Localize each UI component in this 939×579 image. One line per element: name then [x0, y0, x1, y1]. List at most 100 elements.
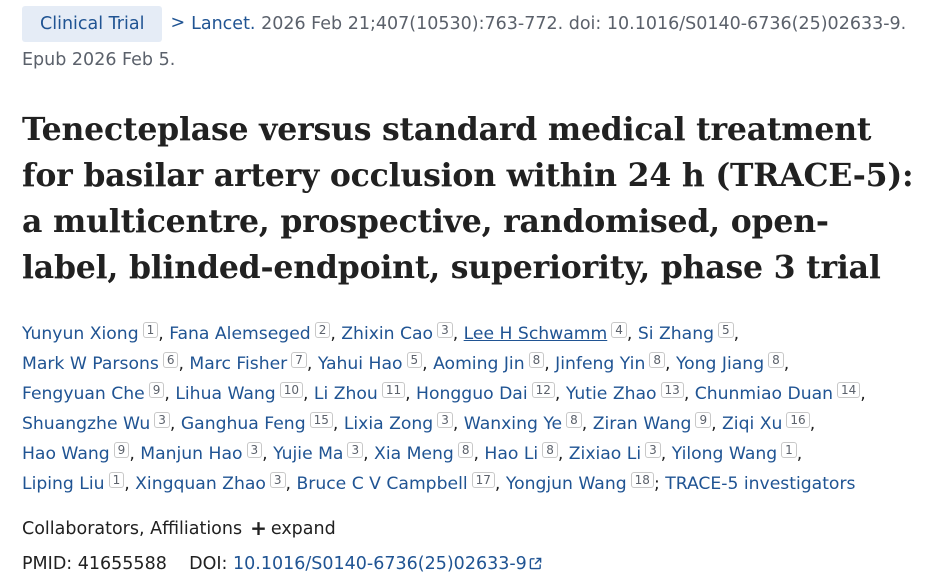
affiliation-number[interactable]: 9: [148, 382, 165, 398]
separator: ,: [330, 324, 342, 344]
affiliation-number[interactable]: 3: [437, 412, 453, 428]
separator: ,: [332, 414, 344, 434]
affiliation-number[interactable]: 1: [142, 322, 159, 338]
separator: ;: [653, 474, 666, 494]
author-link[interactable]: Wanxing Ye: [463, 414, 563, 434]
citation: Clinical Trial > Lancet. 2026 Feb 21;407(1…: [22, 6, 917, 78]
affiliation-number[interactable]: 8: [542, 442, 558, 458]
author-link[interactable]: Aoming Jin: [433, 354, 525, 374]
affiliation-number[interactable]: 1: [781, 442, 797, 458]
separator: ,: [452, 414, 464, 434]
author-link[interactable]: Ziqi Xu: [722, 414, 783, 434]
author-link[interactable]: Mark W Parsons: [22, 354, 159, 374]
affiliation-number[interactable]: 12: [531, 382, 555, 398]
affiliation-number[interactable]: 3: [269, 472, 286, 488]
affiliation-number[interactable]: 3: [347, 442, 364, 458]
separator: ,: [452, 324, 464, 344]
doi-label: DOI:: [189, 554, 228, 574]
separator: ,: [169, 414, 181, 434]
doi-link[interactable]: 10.1016/S0140-6736(25)02633-9: [233, 554, 542, 574]
author-link[interactable]: Manjun Hao: [140, 444, 243, 464]
affiliation-number[interactable]: 3: [645, 442, 661, 458]
separator: ,: [796, 444, 803, 464]
separator: ,: [164, 384, 176, 404]
affiliation-number[interactable]: 15: [309, 412, 333, 428]
affiliation-number[interactable]: 10: [279, 382, 303, 398]
author-link[interactable]: Yilong Wang: [671, 444, 778, 464]
chevron-right-icon[interactable]: >: [170, 13, 186, 33]
author-link[interactable]: Xingquan Zhao: [135, 474, 266, 494]
separator: ,: [158, 324, 170, 344]
author-link[interactable]: Fana Alemseged: [169, 324, 311, 344]
affiliation-number[interactable]: 13: [660, 382, 684, 398]
author-link[interactable]: Lee H Schwamm: [463, 324, 608, 344]
author-link[interactable]: Shuangzhe Wu: [22, 414, 151, 434]
author-link[interactable]: Marc Fisher: [189, 354, 288, 374]
expand-button[interactable]: + expand: [250, 516, 336, 540]
separator: ,: [683, 384, 695, 404]
author-link[interactable]: Li Zhou: [313, 384, 378, 404]
publication-type-badge: Clinical Trial: [22, 6, 163, 42]
affiliation-number[interactable]: 7: [291, 352, 307, 368]
author-link[interactable]: Zhixin Cao: [341, 324, 434, 344]
author-link[interactable]: Hongguo Dai: [416, 384, 528, 404]
author-link[interactable]: Lihua Wang: [175, 384, 276, 404]
author-link[interactable]: Chunmiao Duan: [694, 384, 834, 404]
separator: ,: [363, 444, 375, 464]
author-link[interactable]: Yutie Zhao: [565, 384, 657, 404]
affiliation-number[interactable]: 3: [154, 412, 170, 428]
author-link[interactable]: Xia Meng: [374, 444, 454, 464]
author-link[interactable]: Zixiao Li: [568, 444, 642, 464]
author-link[interactable]: Yunyun Xiong: [22, 324, 139, 344]
separator: ,: [422, 354, 434, 374]
affiliation-number[interactable]: 1: [108, 472, 125, 488]
author-link[interactable]: Liping Liu: [22, 474, 105, 494]
affiliation-number[interactable]: 4: [611, 322, 627, 338]
affiliation-number[interactable]: 5: [406, 352, 423, 368]
affiliation-number[interactable]: 14: [837, 382, 861, 398]
affiliation-number[interactable]: 8: [768, 352, 784, 368]
affiliation-number[interactable]: 9: [113, 442, 130, 458]
author-link[interactable]: Jinfeng Yin: [555, 354, 646, 374]
author-link[interactable]: Bruce C V Campbell: [296, 474, 468, 494]
article-title: Tenecteplase versus standard medical tre…: [22, 111, 914, 286]
author-link[interactable]: Ganghua Feng: [180, 414, 306, 434]
affiliation-number[interactable]: 9: [695, 412, 712, 428]
separator: ,: [660, 444, 672, 464]
epub-date: Epub 2026 Feb 5.: [22, 50, 176, 70]
affiliation-number[interactable]: 8: [457, 442, 474, 458]
journal-link[interactable]: Lancet.: [191, 14, 256, 34]
author-link[interactable]: Hao Li: [484, 444, 539, 464]
author-link[interactable]: Hao Wang: [22, 444, 110, 464]
author-link[interactable]: Lixia Zong: [343, 414, 434, 434]
affiliation-number[interactable]: 11: [381, 382, 406, 398]
affiliation-number[interactable]: 8: [528, 352, 545, 368]
author-row: Mark W Parsons 6, Marc Fisher 7, Yahui Hao…: [22, 349, 917, 379]
affiliation-number[interactable]: 18: [630, 472, 654, 488]
separator: ,: [860, 384, 866, 404]
affiliation-number[interactable]: 3: [437, 322, 453, 338]
pmid-value: 41655588: [77, 554, 167, 574]
affiliation-number[interactable]: 17: [471, 472, 495, 488]
group-author-link[interactable]: TRACE-5 investigators: [665, 474, 856, 494]
pmid-label: PMID:: [22, 554, 73, 574]
affiliation-number[interactable]: 8: [566, 412, 582, 428]
affiliation-number[interactable]: 3: [246, 442, 263, 458]
author-link[interactable]: Fengyuan Che: [22, 384, 145, 404]
affiliation-number[interactable]: 5: [718, 322, 734, 338]
author-link[interactable]: Si Zhang: [637, 324, 714, 344]
author-link[interactable]: Yujie Ma: [273, 444, 344, 464]
separator: ,: [809, 414, 816, 434]
author-link[interactable]: Yongjun Wang: [505, 474, 627, 494]
separator: ,: [405, 384, 417, 404]
affiliation-number[interactable]: 6: [162, 352, 179, 368]
author-link[interactable]: Yahui Hao: [317, 354, 403, 374]
separator: ,: [302, 384, 314, 404]
author-link[interactable]: Yong Jiang: [675, 354, 765, 374]
affiliation-number[interactable]: 2: [314, 322, 331, 338]
affiliation-number[interactable]: 16: [786, 412, 810, 428]
separator: ,: [178, 354, 190, 374]
author-link[interactable]: Ziran Wang: [592, 414, 692, 434]
affiliation-number[interactable]: 8: [649, 352, 665, 368]
